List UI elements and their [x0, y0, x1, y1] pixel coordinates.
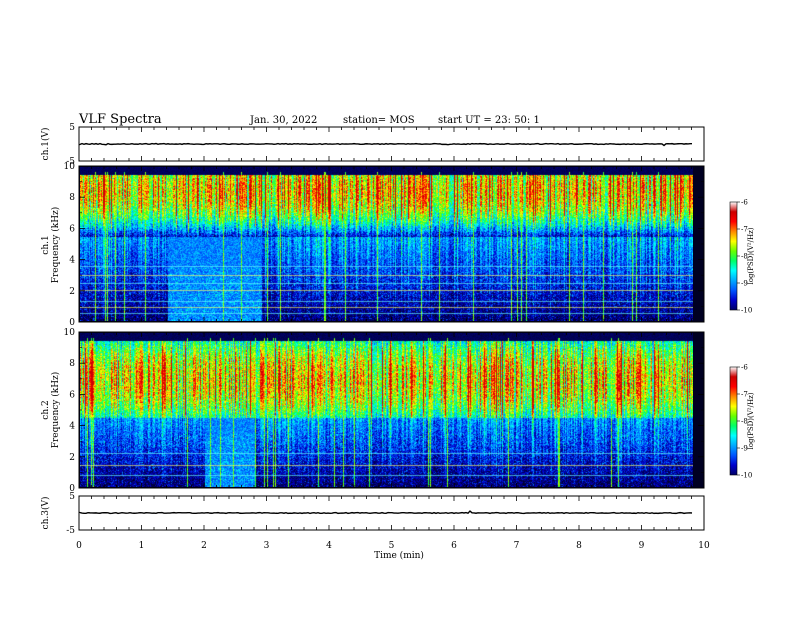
panel2-ytick-label: 2 — [69, 453, 75, 463]
x-tick-label: 5 — [389, 541, 395, 551]
ch1-colorbar-label: log(PSD)(V²/Hz) — [747, 227, 755, 284]
panel0-ytick-label: -5 — [66, 157, 75, 167]
panel1-ytick-label: 2 — [69, 287, 75, 297]
ch2-colorbar-tick-label: -8 — [741, 418, 748, 426]
panel1-ytick-label: 10 — [64, 162, 76, 172]
x-tick-label: 4 — [326, 541, 332, 551]
panel2-ytick-label: 4 — [69, 422, 75, 432]
ch1-colorbar: -6 -7 -8 -9 -10 log(PSD)(V²/Hz) — [729, 199, 755, 315]
ch2-colorbar-tick-label: -6 — [741, 364, 748, 372]
x-tick-label: 2 — [201, 541, 207, 551]
ch2-colorbar-tick-label: -7 — [741, 391, 748, 399]
x-tick-label: 1 — [139, 541, 145, 551]
ch1-waveform-ylabel: ch.1(V) — [40, 128, 51, 161]
x-axis-label: Time (min) — [374, 550, 424, 561]
ch1-spectrogram-image — [80, 167, 693, 321]
x-tick-label: 3 — [264, 541, 270, 551]
x-tick-label: 8 — [576, 541, 582, 551]
x-tick-label: 10 — [698, 541, 710, 551]
ch1-colorbar-tick-label: -7 — [741, 226, 748, 234]
panel2-ytick-label: 6 — [69, 390, 75, 400]
panel0-ytick-label: 5 — [69, 123, 75, 133]
panel1-ytick-label: 4 — [69, 256, 75, 266]
station-label: station= MOS — [343, 115, 415, 126]
ch3-waveform-trace — [79, 510, 693, 515]
panel1-ytick-label: 6 — [69, 224, 75, 234]
ch1-colorbar-tick-label: -8 — [741, 253, 748, 261]
ch2-colorbar: -6 -7 -8 -9 -10 log(PSD)(V²/Hz) — [729, 364, 755, 480]
panel3-ytick-label: -5 — [66, 526, 75, 536]
panel2-ytick-label: 8 — [69, 359, 75, 369]
ch1-colorbar-tick-label: -9 — [741, 280, 748, 288]
panel3-ytick-label: 5 — [69, 492, 75, 502]
x-tick-label: 6 — [451, 541, 457, 551]
figure-title: VLF Spectra — [78, 112, 162, 127]
ch1-colorbar-tick-label: -6 — [741, 199, 748, 207]
ch3-waveform-ylabel: ch.3(V) — [40, 497, 51, 530]
ch2-colorbar-tick-label: -10 — [741, 472, 752, 480]
ch2-colorbar-tick-label: -9 — [741, 445, 748, 453]
ch2-spectrogram-image — [80, 333, 693, 487]
ch2-spectrogram-image-holder — [80, 333, 693, 487]
ch1-colorbar-tick-label: -10 — [741, 307, 752, 315]
panel2-ytick-label: 10 — [64, 328, 76, 338]
ch1-waveform-trace — [79, 142, 693, 147]
start-time-label: start UT = 23: 50: 1 — [438, 115, 540, 126]
ch1-spectrogram-ylabel-line1: ch.1 — [41, 235, 51, 254]
panel2-ytick-label: 0 — [69, 484, 75, 494]
x-tick-label: 9 — [639, 541, 645, 551]
ch2-colorbar-bar — [729, 366, 738, 476]
ch2-spectrogram-ylabel-line1: ch.2 — [41, 400, 51, 419]
ch1-colorbar-bar — [729, 201, 738, 311]
panel1-ytick-label: 8 — [69, 193, 75, 203]
date-label: Jan. 30, 2022 — [249, 115, 317, 126]
ch1-spectrogram-ylabel-line2: Frequency (kHz) — [50, 207, 61, 284]
x-tick-label: 0 — [76, 541, 82, 551]
panel1-ytick-label: 0 — [69, 318, 75, 328]
x-tick-label: 7 — [514, 541, 520, 551]
ch2-colorbar-label: log(PSD)(V²/Hz) — [747, 392, 755, 449]
ch1-spectrogram-image-holder — [80, 167, 693, 321]
ch2-spectrogram-ylabel-line2: Frequency (kHz) — [50, 372, 61, 449]
